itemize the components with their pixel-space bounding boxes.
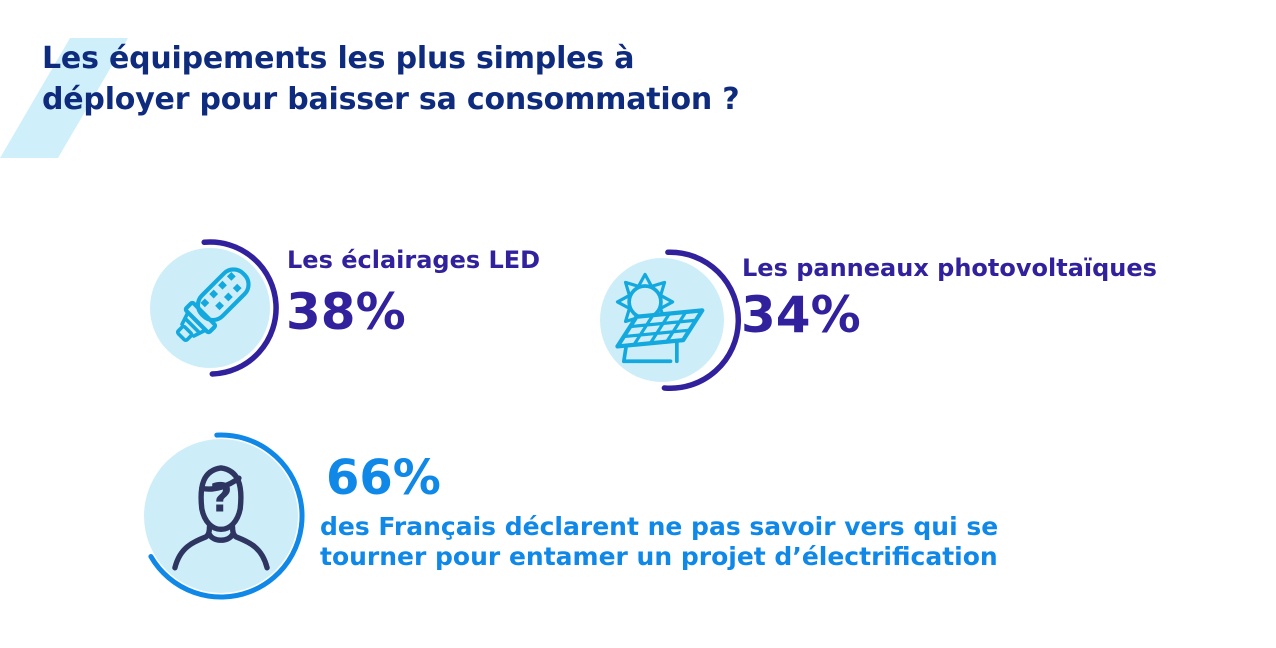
person-question-icon: ? (172, 465, 270, 571)
led-stat-label: Les éclairages LED (287, 246, 541, 274)
person-stat-circle: ? (144, 439, 298, 593)
led-bulb-icon (175, 267, 251, 343)
led-stat-value: 38% (286, 283, 406, 341)
title-line-2: déployer pour baisser sa consommation ? (42, 82, 740, 117)
highlight-description-line-1: des Français déclarent ne pas savoir ver… (320, 512, 999, 541)
solar-stat-label: Les panneaux photovoltaïques (742, 254, 1157, 282)
question-mark-glyph: ? (209, 475, 232, 521)
led-stat-circle (150, 248, 270, 368)
page-title: Les équipements les plus simples à déplo… (42, 38, 740, 120)
solar-stat-circle (600, 258, 724, 382)
highlight-value: 66% (326, 450, 441, 506)
title-line-1: Les équipements les plus simples à (42, 41, 635, 76)
highlight-description: des Français déclarent ne pas savoir ver… (320, 512, 998, 572)
solar-panel-icon (615, 272, 705, 364)
highlight-description-line-2: tourner pour entamer un projet d’électri… (320, 542, 998, 571)
solar-stat-value: 34% (741, 286, 861, 344)
